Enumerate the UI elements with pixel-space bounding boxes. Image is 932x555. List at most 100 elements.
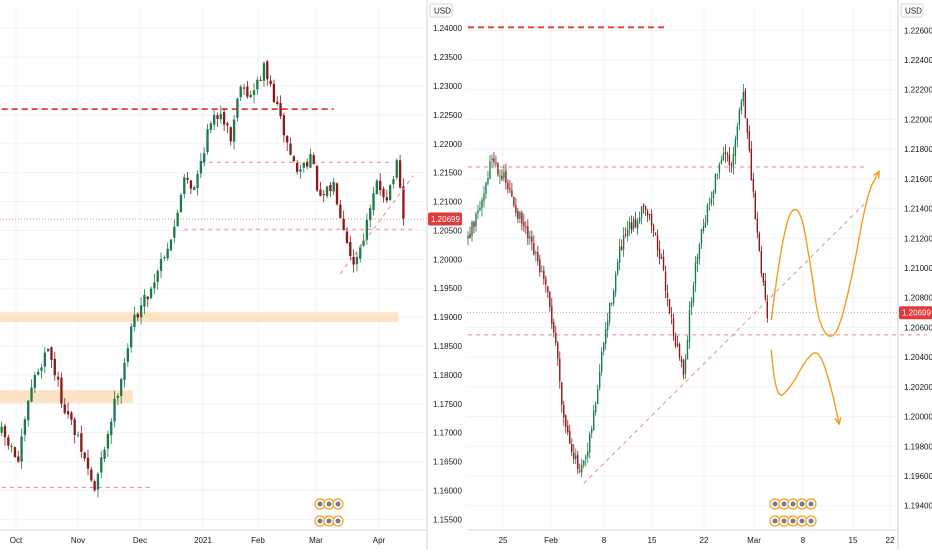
candle-body xyxy=(561,382,563,405)
candle-body xyxy=(583,460,585,466)
candle-body xyxy=(539,259,541,272)
candle-body xyxy=(296,162,299,172)
candle-body xyxy=(523,222,525,227)
price-tick-label: 1.17000 xyxy=(433,429,462,438)
event-badge-dot xyxy=(799,501,805,507)
candle-body xyxy=(355,257,359,265)
candle-body xyxy=(219,113,222,120)
candle-body xyxy=(746,118,749,133)
candle-body xyxy=(521,212,523,224)
candle-body xyxy=(179,194,183,213)
candle-body xyxy=(166,248,169,259)
candle-body xyxy=(266,61,269,80)
candle-body xyxy=(66,411,70,415)
event-badge-dot xyxy=(335,501,341,507)
candle-body xyxy=(748,131,751,151)
time-tick-label: 15 xyxy=(849,536,858,545)
candle-body xyxy=(764,280,767,299)
price-tick-label: 1.19800 xyxy=(904,442,932,451)
candle-body xyxy=(473,221,475,228)
candle-body xyxy=(551,306,553,324)
candle-body xyxy=(598,371,601,388)
event-badge-dot xyxy=(808,501,814,507)
projection-path xyxy=(770,349,840,425)
candle-body xyxy=(176,212,179,227)
candle-body xyxy=(342,218,345,231)
current-price-label: 1.20699 xyxy=(431,215,460,224)
candle-body xyxy=(471,221,473,237)
candle-body xyxy=(80,433,83,452)
candle-body xyxy=(682,360,685,376)
candle-body xyxy=(652,225,655,231)
candle-body xyxy=(718,164,721,173)
price-axes: 1.24000 1.23500 1.23000 1.22500 1.22000 1.215… xyxy=(426,0,932,550)
candle-body xyxy=(503,172,505,178)
candle-body xyxy=(236,98,239,118)
candle-body xyxy=(203,153,206,163)
candle-body xyxy=(13,447,17,457)
candle-body xyxy=(762,273,765,283)
candle-body xyxy=(86,457,90,469)
candle-body xyxy=(602,343,605,352)
candle-body xyxy=(662,256,665,270)
candle-body xyxy=(505,170,507,184)
candle-body xyxy=(710,198,713,204)
candle-body xyxy=(199,161,203,174)
candle-body xyxy=(614,274,617,293)
candle-body xyxy=(634,219,637,227)
candle-body xyxy=(491,158,493,161)
candle-body xyxy=(525,226,527,228)
price-tick-label: 1.21600 xyxy=(904,175,932,184)
price-tick-label: 1.21200 xyxy=(904,234,932,243)
candle-body xyxy=(726,153,729,155)
candle-body xyxy=(475,213,477,227)
candle-body xyxy=(537,252,539,261)
event-badge-dot xyxy=(335,518,341,524)
candle-body xyxy=(559,358,561,382)
candle-body xyxy=(186,177,189,180)
candle-body xyxy=(129,326,133,348)
candle-body xyxy=(60,377,63,404)
price-tick-label: 1.17500 xyxy=(433,400,462,409)
candle-body xyxy=(37,371,40,375)
candle-body xyxy=(90,469,93,481)
candle-body xyxy=(153,282,156,289)
current-price-label: 1.20699 xyxy=(902,309,931,318)
time-tick-label: Apr xyxy=(373,536,386,545)
price-tick-label: 1.19600 xyxy=(904,472,932,481)
candle-body xyxy=(674,335,677,347)
trendlines xyxy=(339,175,868,484)
candle-body xyxy=(126,348,129,362)
candle-body xyxy=(698,244,701,259)
candle-body xyxy=(766,299,768,319)
time-tick-label: 8 xyxy=(602,536,607,545)
candle-body xyxy=(242,87,246,89)
candle-body xyxy=(648,213,651,215)
candle-body xyxy=(557,342,559,359)
candle-body xyxy=(481,199,483,209)
candle-body xyxy=(483,193,485,201)
candle-body xyxy=(589,433,591,453)
candle-body xyxy=(362,240,365,246)
candle-body xyxy=(593,410,595,431)
candle-body xyxy=(272,83,276,103)
candle-body xyxy=(50,347,53,360)
candle-body xyxy=(535,252,537,254)
candle-body xyxy=(106,434,110,449)
candle-body xyxy=(359,246,362,259)
candle-body xyxy=(252,90,256,95)
candle-body xyxy=(206,129,209,153)
candle-body xyxy=(229,127,232,142)
projection-arrowhead xyxy=(872,170,880,179)
candle-body xyxy=(702,225,705,232)
candle-body xyxy=(616,262,619,274)
candle-body xyxy=(650,214,653,226)
candle-body xyxy=(246,86,249,97)
candle-body xyxy=(329,184,332,192)
candle-body xyxy=(335,183,339,205)
candle-body xyxy=(226,123,229,126)
event-badge-dot xyxy=(772,501,778,507)
projection-paths xyxy=(770,170,880,426)
